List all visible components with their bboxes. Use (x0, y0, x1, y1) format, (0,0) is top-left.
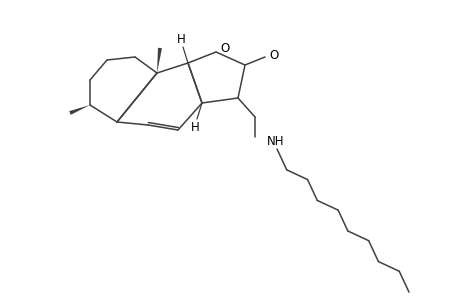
Text: O: O (269, 49, 278, 62)
Text: H: H (176, 32, 185, 46)
Polygon shape (157, 48, 162, 73)
Polygon shape (69, 105, 90, 115)
Text: NH: NH (266, 134, 284, 148)
Text: O: O (220, 41, 229, 55)
Text: H: H (190, 121, 199, 134)
